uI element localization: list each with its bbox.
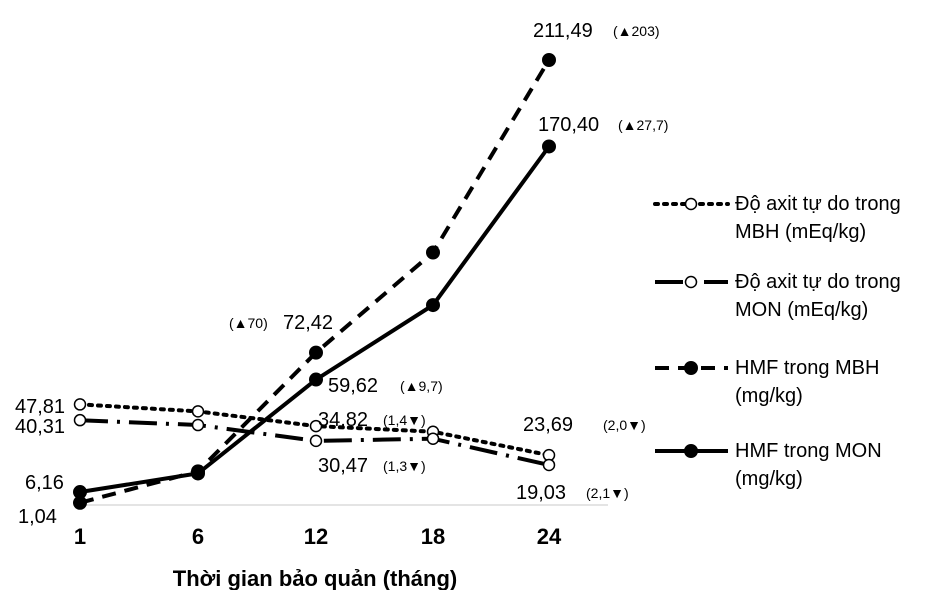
data-point-series-1 — [191, 405, 205, 418]
data-label: 40,31 — [15, 416, 65, 438]
data-point-series-4 — [426, 298, 440, 313]
legend-label: HMF trong MBH — [735, 357, 879, 379]
data-point-series-2 — [426, 432, 440, 445]
data-label: 1,04 — [18, 506, 57, 528]
data-point-series-3 — [309, 345, 323, 360]
data-point-series-3 — [426, 245, 440, 260]
data-label: 211,49 — [533, 20, 593, 42]
data-label: 6,16 — [25, 472, 64, 494]
x-axis-title: Thời gian bảo quản (tháng) — [173, 566, 458, 590]
data-point-series-2 — [191, 418, 205, 432]
legend-label: Độ axit tự do trong — [735, 271, 901, 293]
data-label: 72,42 — [283, 312, 333, 334]
data-label-note: (▲203) — [613, 23, 660, 39]
x-tick-label: 24 — [537, 524, 562, 549]
legend-label: MON (mEq/kg) — [735, 299, 868, 321]
data-label: 47,81 — [15, 396, 65, 418]
x-tick-label: 12 — [304, 524, 328, 549]
data-label-note: (2,1▼) — [586, 485, 629, 501]
data-point-series-4 — [542, 139, 556, 154]
legend-swatch-marker — [684, 197, 698, 211]
data-label-note: (▲9,7) — [400, 378, 443, 394]
legend-label: (mg/kg) — [735, 385, 803, 407]
legend-swatch-marker — [684, 361, 698, 375]
data-point-series-1 — [73, 398, 87, 411]
legend-label: Độ axit tự do trong — [735, 193, 901, 215]
series-line-2 — [79, 418, 550, 467]
legend-label: MBH (mEq/kg) — [735, 221, 866, 243]
data-label-note: (2,0▼) — [603, 417, 646, 433]
data-label: 23,69 — [523, 414, 573, 436]
data-label: 59,62 — [328, 375, 378, 397]
data-label-note: (1,4▼) — [383, 412, 426, 428]
x-tick-label: 1 — [74, 524, 86, 549]
legend-swatch-marker — [684, 275, 698, 289]
x-tick-label: 6 — [192, 524, 204, 549]
data-point-series-4 — [191, 466, 205, 481]
data-label-note: (▲70) — [229, 315, 268, 331]
data-point-series-2 — [542, 458, 556, 472]
legend-swatch-marker — [684, 444, 698, 458]
data-label-note: (1,3▼) — [383, 458, 426, 474]
legend-label: (mg/kg) — [735, 468, 803, 490]
data-point-series-1 — [309, 419, 323, 433]
data-label: 30,47 — [318, 455, 368, 477]
data-point-series-4 — [309, 372, 323, 387]
data-label: 34,82 — [318, 409, 368, 431]
legend-label: HMF trong MON — [735, 440, 882, 462]
data-label: 170,40 — [538, 114, 599, 136]
data-label-note: (▲27,7) — [618, 117, 668, 133]
data-point-series-2 — [73, 413, 87, 427]
x-tick-label: 18 — [421, 524, 445, 549]
data-point-series-4 — [73, 485, 87, 500]
data-point-series-2 — [309, 434, 323, 448]
data-point-series-3 — [542, 53, 556, 67]
data-label: 19,03 — [516, 482, 566, 504]
